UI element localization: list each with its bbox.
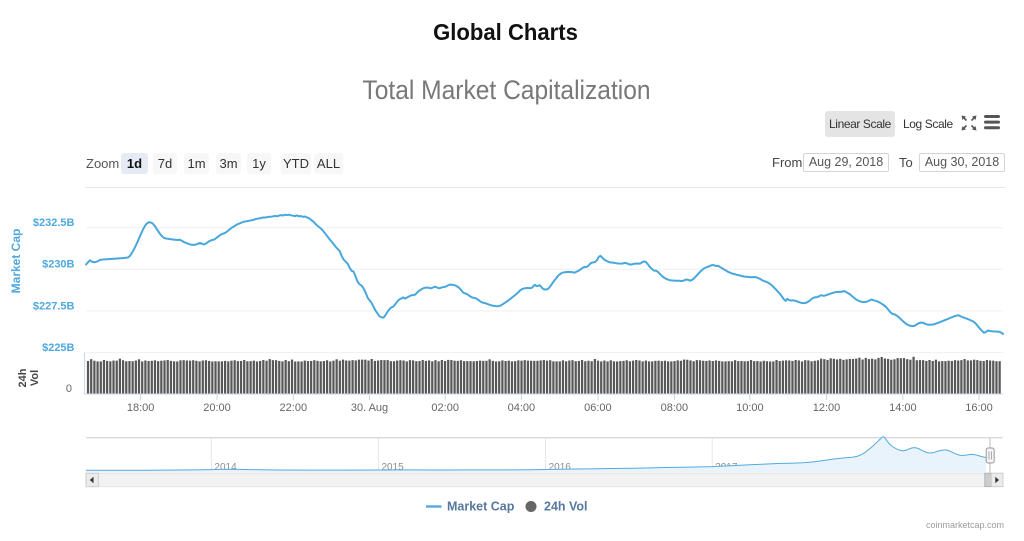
svg-text:24h: 24h [17, 368, 29, 387]
svg-text:18:00: 18:00 [127, 402, 155, 414]
svg-text:24h Vol: 24h Vol [544, 500, 588, 514]
svg-text:$227.5B: $227.5B [33, 300, 75, 312]
svg-text:08:00: 08:00 [661, 402, 689, 414]
svg-text:Vol: Vol [29, 370, 41, 386]
svg-text:16:00: 16:00 [965, 402, 993, 414]
svg-text:12:00: 12:00 [813, 402, 841, 414]
svg-text:coinmarketcap.com: coinmarketcap.com [926, 520, 1004, 530]
svg-text:$230B: $230B [42, 259, 74, 271]
svg-text:Market Cap: Market Cap [447, 500, 515, 514]
svg-text:2014: 2014 [214, 462, 237, 473]
svg-text:$232.5B: $232.5B [33, 217, 75, 229]
svg-text:2016: 2016 [549, 462, 572, 473]
svg-text:Market Cap: Market Cap [9, 229, 23, 294]
svg-text:0: 0 [66, 383, 72, 395]
svg-text:30. Aug: 30. Aug [351, 402, 388, 414]
svg-text:02:00: 02:00 [431, 402, 459, 414]
svg-text:2015: 2015 [382, 462, 405, 473]
svg-text:06:00: 06:00 [584, 402, 612, 414]
svg-text:10:00: 10:00 [736, 402, 764, 414]
svg-text:04:00: 04:00 [508, 402, 536, 414]
svg-text:20:00: 20:00 [203, 402, 231, 414]
svg-text:$225B: $225B [42, 342, 74, 354]
svg-text:22:00: 22:00 [280, 402, 308, 414]
svg-text:14:00: 14:00 [889, 402, 917, 414]
